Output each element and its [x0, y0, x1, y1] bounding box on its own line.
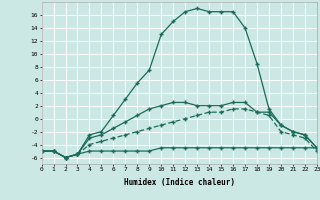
X-axis label: Humidex (Indice chaleur): Humidex (Indice chaleur) — [124, 178, 235, 187]
